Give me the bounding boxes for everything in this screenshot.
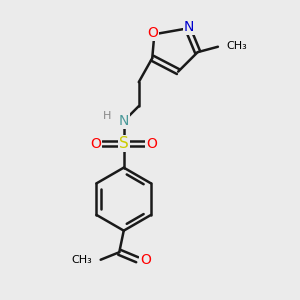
Text: CH₃: CH₃	[226, 41, 247, 51]
Text: CH₃: CH₃	[71, 255, 92, 265]
Text: O: O	[146, 136, 158, 151]
Text: S: S	[119, 136, 129, 151]
Text: O: O	[140, 253, 151, 267]
Text: N: N	[118, 114, 129, 128]
Text: O: O	[147, 26, 158, 40]
Text: H: H	[103, 111, 111, 121]
Text: N: N	[184, 20, 194, 34]
Text: O: O	[90, 136, 101, 151]
